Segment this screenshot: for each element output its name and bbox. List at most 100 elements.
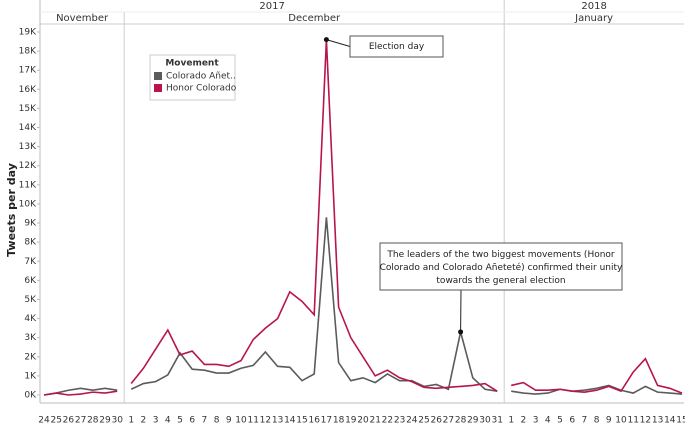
x-tick-label: 29 — [99, 416, 111, 426]
x-tick-label: 8 — [594, 416, 600, 426]
x-tick-label: 6 — [189, 416, 195, 426]
x-tick-label: 1 — [128, 416, 134, 426]
annotation-text: Colorado and Colorado Añeteté) confirmed… — [380, 262, 623, 273]
x-tick-label: 10 — [615, 416, 627, 426]
y-axis-label: Tweets per day — [5, 163, 18, 257]
legend: Movement Colorado Añet.. Honor Colorado — [149, 54, 237, 101]
y-tick-label: 6K — [24, 276, 37, 286]
x-tick-label: 28 — [87, 416, 99, 426]
x-tick-label: 16 — [308, 416, 320, 426]
x-tick-label: 5 — [177, 416, 183, 426]
x-tick-label: 15 — [676, 416, 685, 426]
annotation-text: The leaders of the two biggest movements… — [386, 250, 615, 260]
x-tick-label: 6 — [569, 416, 575, 426]
x-tick-label: 7 — [582, 416, 588, 426]
annotation-box — [379, 242, 623, 291]
x-tick-label: 13 — [652, 416, 663, 426]
annotation-point — [323, 37, 329, 43]
annotation-text: Election day — [369, 42, 425, 52]
x-tick-label: 25 — [50, 416, 61, 426]
legend-label: Colorado Añet.. — [166, 72, 236, 82]
y-tick-label: 3K — [24, 333, 37, 343]
x-tick-label: 1 — [508, 416, 514, 426]
x-tick-label: 10 — [235, 416, 247, 426]
legend-swatch — [154, 72, 162, 80]
x-tick-label: 14 — [664, 416, 676, 426]
x-tick-label: 12 — [640, 416, 651, 426]
y-tick-label: 18K — [19, 47, 37, 57]
y-tick-label: 1K — [24, 371, 37, 381]
x-tick-label: 9 — [226, 416, 232, 426]
month-label: December — [288, 13, 341, 24]
x-tick-label: 3 — [153, 416, 159, 426]
y-tick-label: 0K — [24, 391, 37, 401]
annotation-point — [458, 329, 464, 335]
x-tick-label: 27 — [75, 416, 86, 426]
x-tick-label: 3 — [533, 416, 539, 426]
x-tick-label: 14 — [284, 416, 296, 426]
x-tick-label: 21 — [369, 416, 380, 426]
y-tick-label: 11K — [19, 180, 37, 190]
series-line — [511, 357, 683, 394]
x-tick-label: 15 — [296, 416, 307, 426]
x-tick-label: 2 — [521, 416, 527, 426]
month-label: November — [56, 13, 109, 24]
x-tick-label: 4 — [165, 416, 171, 426]
x-tick-label: 7 — [202, 416, 208, 426]
y-tick-label: 14K — [19, 123, 37, 133]
year-label: 2017 — [259, 1, 284, 12]
x-tick-label: 8 — [214, 416, 220, 426]
y-tick-label: 19K — [19, 28, 37, 38]
y-tick-label: 10K — [19, 199, 37, 209]
series-line — [43, 390, 118, 396]
series-line — [511, 384, 683, 395]
y-tick-label: 15K — [19, 104, 37, 114]
legend-box — [149, 54, 236, 101]
x-tick-label: 9 — [606, 416, 612, 426]
x-tick-label: 30 — [479, 416, 491, 426]
y-tick-label: 16K — [19, 85, 37, 95]
y-tick-label: 2K — [24, 352, 37, 362]
x-tick-label: 30 — [111, 416, 123, 426]
legend-title: Movement — [165, 59, 219, 69]
y-tick-label: 13K — [19, 142, 37, 152]
x-tick-label: 25 — [418, 416, 429, 426]
x-tick-label: 22 — [382, 416, 393, 426]
x-tick-label: 2 — [141, 416, 147, 426]
x-tick-label: 24 — [38, 416, 50, 426]
x-tick-label: 11 — [627, 416, 638, 426]
y-tick-label: 12K — [19, 161, 37, 171]
year-label: 2018 — [581, 1, 606, 12]
y-tick-label: 17K — [19, 66, 37, 76]
y-tick-label: 9K — [24, 219, 37, 229]
x-tick-label: 5 — [557, 416, 563, 426]
y-tick-label: 8K — [24, 238, 37, 248]
x-tick-label: 13 — [272, 416, 283, 426]
series-line — [130, 217, 498, 392]
series-line — [130, 39, 498, 392]
x-tick-label: 20 — [357, 416, 369, 426]
annotation-text: towards the general election — [436, 276, 565, 286]
x-tick-label: 26 — [430, 416, 442, 426]
x-tick-label: 31 — [491, 416, 502, 426]
legend-swatch — [154, 84, 162, 92]
x-tick-label: 23 — [394, 416, 405, 426]
x-tick-label: 19 — [345, 416, 357, 426]
x-tick-label: 4 — [545, 416, 551, 426]
annotation-box — [349, 35, 444, 58]
x-tick-label: 26 — [63, 416, 75, 426]
x-tick-label: 11 — [247, 416, 258, 426]
x-tick-label: 18 — [333, 416, 345, 426]
x-tick-label: 24 — [406, 416, 418, 426]
y-tick-label: 4K — [24, 314, 37, 324]
x-tick-label: 27 — [443, 416, 454, 426]
legend-label: Honor Colorado — [166, 84, 237, 94]
x-tick-label: 12 — [260, 416, 271, 426]
x-tick-label: 29 — [467, 416, 479, 426]
x-tick-label: 17 — [321, 416, 332, 426]
annotation-pointer — [326, 39, 351, 47]
y-tick-label: 7K — [24, 257, 37, 267]
x-tick-label: 28 — [455, 416, 467, 426]
y-tick-label: 5K — [24, 295, 37, 305]
